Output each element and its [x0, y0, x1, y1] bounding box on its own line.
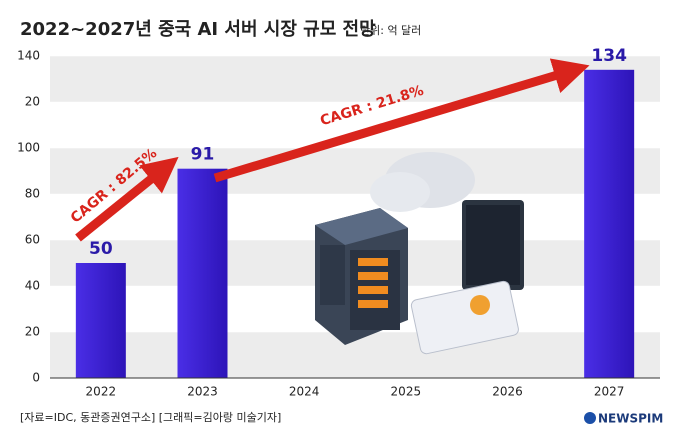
x-tick-label: 2024	[289, 385, 320, 399]
y-tick-label: 20	[25, 325, 40, 339]
y-tick-label: 20	[25, 95, 40, 109]
y-tick-label: 100	[17, 141, 40, 155]
bar	[584, 69, 635, 379]
illustration	[315, 152, 524, 355]
x-tick-label: 2026	[492, 385, 523, 399]
value-label: 134	[591, 46, 627, 66]
x-tick-label: 2023	[187, 385, 218, 399]
y-tick-label: 60	[25, 233, 40, 247]
x-tick-label: 2025	[391, 385, 422, 399]
bar	[177, 168, 228, 378]
logo: NEWSPIM	[598, 412, 663, 426]
y-tick-label: 40	[25, 279, 40, 293]
chart-title: 2022~2027년 중국 AI 서버 시장 규모 전망	[20, 19, 376, 40]
x-tick-label: 2022	[86, 385, 117, 399]
grid-band	[50, 56, 660, 102]
bar	[75, 263, 126, 378]
x-tick-label: 2027	[594, 385, 625, 399]
unit-label: 단위: 억 달러	[360, 24, 421, 37]
y-tick-label: 80	[25, 187, 40, 201]
source: [자료=IDC, 동관증권연구소] [그래픽=김아랑 미술기자]	[20, 411, 281, 424]
cagr-arrow	[213, 58, 590, 183]
y-tick-label: 0	[32, 371, 40, 385]
cagr-arrow	[75, 156, 179, 242]
value-label: 50	[89, 239, 113, 259]
y-tick-label: 140	[17, 49, 40, 63]
value-label: 91	[191, 145, 215, 165]
logo-icon	[584, 412, 596, 424]
